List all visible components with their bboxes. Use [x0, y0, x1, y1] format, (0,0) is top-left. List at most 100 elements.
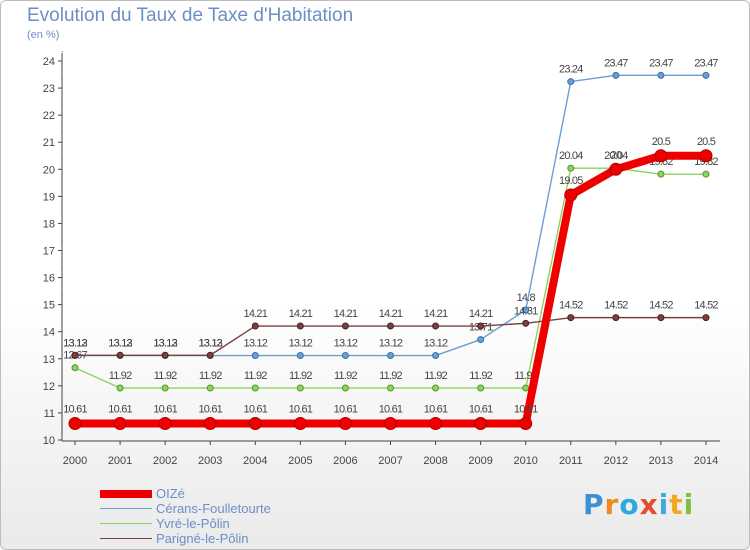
- data-label: 10.61: [424, 403, 448, 415]
- data-label: 11.92: [289, 370, 312, 382]
- data-point: [206, 351, 214, 359]
- data-label: 14.21: [469, 308, 493, 320]
- data-label: 13.13: [153, 337, 177, 349]
- data-point: [564, 188, 578, 202]
- data-label: 10.61: [63, 403, 87, 415]
- data-label: 10.61: [244, 403, 268, 415]
- data-point: [699, 149, 713, 163]
- data-point: [251, 322, 259, 330]
- x-tick-label: 2014: [694, 455, 718, 467]
- data-label: 11.92: [244, 370, 267, 382]
- data-point: [116, 351, 124, 359]
- legend: OIZé Cérans-Foulletourte Yvré-le-Pôlin Pari…: [100, 486, 271, 546]
- data-label: 11.92: [334, 370, 357, 382]
- y-tick-label: 20: [43, 164, 55, 176]
- data-point: [567, 78, 575, 86]
- data-point: [657, 170, 665, 178]
- data-point: [113, 416, 127, 430]
- x-tick-label: 2003: [198, 455, 222, 467]
- legend-swatch: [100, 522, 152, 525]
- data-label: 11.92: [199, 370, 222, 382]
- data-label: 13.12: [244, 338, 268, 350]
- data-point: [248, 416, 262, 430]
- data-label: 14.21: [334, 308, 358, 320]
- data-point: [296, 322, 304, 330]
- legend-label: Parigné-le-Pôlin: [156, 531, 249, 546]
- brand-letter: i: [658, 488, 670, 521]
- data-point: [206, 384, 214, 392]
- data-label: 20: [611, 149, 622, 161]
- data-point: [702, 314, 710, 322]
- data-point: [161, 384, 169, 392]
- data-label: 19.05: [559, 175, 583, 187]
- data-point: [522, 384, 530, 392]
- brand-logo: Proxiti: [583, 488, 694, 521]
- data-label: 14.8: [517, 292, 536, 304]
- data-point: [68, 416, 82, 430]
- data-label: 13.12: [289, 338, 313, 350]
- legend-swatch: [100, 507, 152, 510]
- legend-label: OIZé: [156, 486, 185, 501]
- legend-label: Yvré-le-Pôlin: [156, 516, 230, 531]
- y-tick-label: 21: [43, 137, 55, 149]
- data-label: 14.31: [514, 305, 538, 317]
- data-point: [477, 384, 485, 392]
- data-point: [477, 322, 485, 330]
- data-label: 11.92: [424, 370, 447, 382]
- data-label: 10.61: [153, 403, 177, 415]
- data-label: 20.04: [559, 150, 583, 162]
- data-label: 10.61: [198, 403, 222, 415]
- brand-letter: t: [669, 488, 684, 521]
- y-tick-label: 11: [44, 408, 55, 420]
- data-label: 10.61: [108, 403, 132, 415]
- data-point: [341, 352, 349, 360]
- data-label: 11.92: [154, 370, 177, 382]
- data-point: [609, 162, 623, 176]
- data-point: [432, 384, 440, 392]
- x-tick-label: 2002: [153, 455, 177, 467]
- data-point: [158, 416, 172, 430]
- data-label: 14.21: [244, 308, 268, 320]
- data-point: [432, 352, 440, 360]
- legend-item: Yvré-le-Pôlin: [100, 516, 271, 531]
- y-tick-label: 18: [43, 218, 55, 230]
- x-tick-label: 2000: [63, 455, 87, 467]
- data-point: [293, 416, 307, 430]
- data-label: 23.24: [559, 64, 583, 76]
- y-tick-label: 12: [43, 381, 55, 393]
- data-label: 20.5: [652, 136, 671, 148]
- data-point: [341, 384, 349, 392]
- data-point: [341, 322, 349, 330]
- data-label: 14.52: [604, 300, 628, 312]
- data-point: [702, 170, 710, 178]
- data-label: 13.12: [108, 338, 132, 350]
- legend-label: Cérans-Foulletourte: [156, 501, 271, 516]
- data-point: [657, 314, 665, 322]
- x-tick-label: 2008: [423, 455, 447, 467]
- data-label: 11.92: [379, 370, 402, 382]
- data-point: [386, 352, 394, 360]
- brand-letter: i: [683, 488, 695, 521]
- data-point: [296, 352, 304, 360]
- unit-label: (en %): [27, 29, 60, 41]
- data-point: [296, 384, 304, 392]
- brand-letter: P: [583, 488, 605, 521]
- data-label: 11.92: [469, 370, 492, 382]
- data-label: 14.52: [694, 300, 718, 312]
- data-point: [386, 322, 394, 330]
- data-point: [432, 322, 440, 330]
- y-tick-label: 19: [43, 191, 55, 203]
- data-label: 13.12: [334, 338, 358, 350]
- data-label: 10.61: [379, 403, 403, 415]
- data-point: [612, 314, 620, 322]
- data-label: 13.13: [63, 337, 87, 349]
- data-label: 13.13: [198, 337, 222, 349]
- data-label: 13.12: [63, 338, 87, 350]
- data-label: 13.13: [108, 337, 132, 349]
- y-tick-label: 24: [43, 56, 55, 68]
- x-tick-label: 2007: [378, 455, 402, 467]
- data-point: [386, 384, 394, 392]
- data-point: [612, 71, 620, 79]
- data-point: [161, 351, 169, 359]
